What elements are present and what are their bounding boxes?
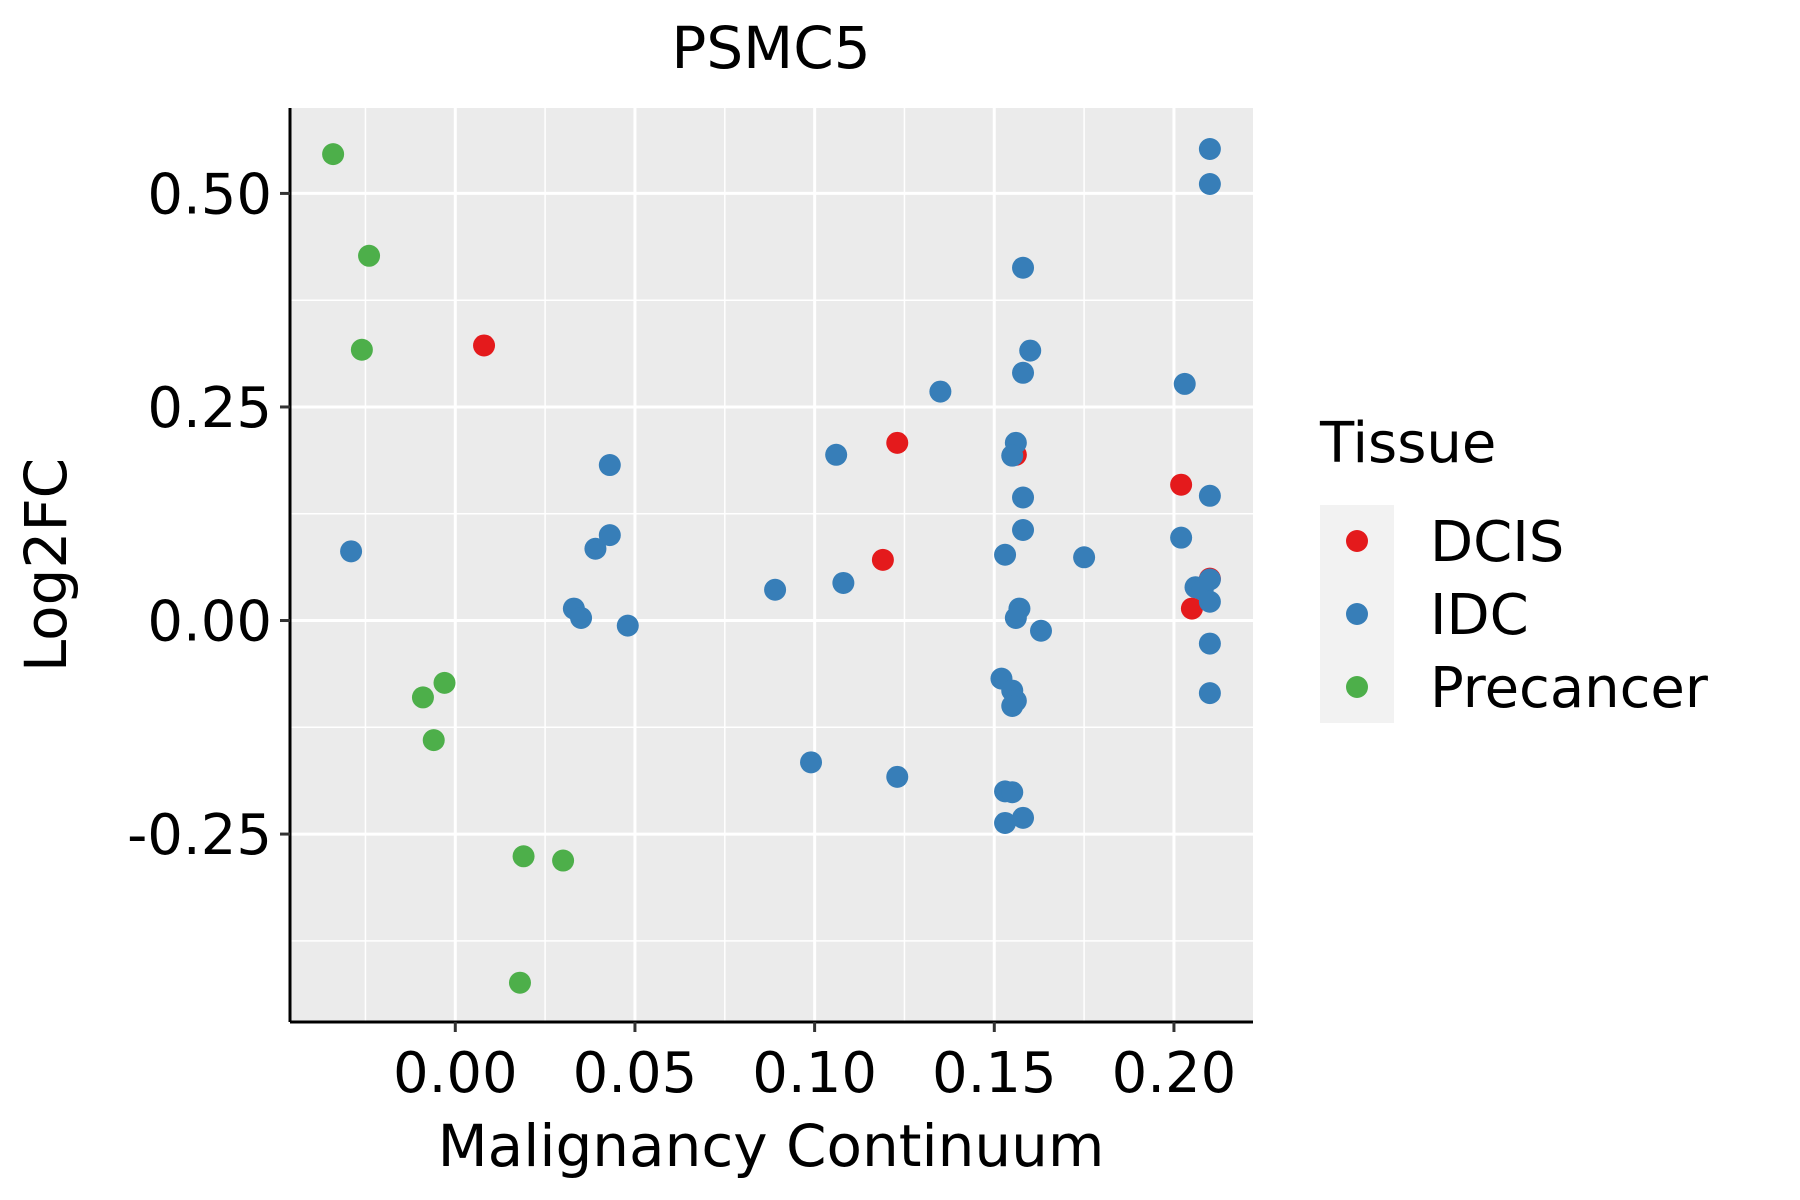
legend-label-dcis: DCIS bbox=[1430, 510, 1564, 575]
data-point-idc bbox=[764, 578, 787, 601]
legend-entries: DCIS IDC Precancer bbox=[1346, 510, 1709, 721]
x-axis-label: Malignancy Continuum bbox=[438, 1112, 1105, 1180]
data-point-dcis bbox=[1180, 597, 1203, 620]
data-point-idc bbox=[1012, 256, 1035, 279]
legend: Tissue DCIS IDC Precancer bbox=[1319, 411, 1709, 723]
x-tick-label: 0.10 bbox=[752, 1041, 877, 1106]
data-point-precancer bbox=[512, 845, 535, 868]
data-point-idc bbox=[1001, 694, 1024, 717]
legend-title: Tissue bbox=[1319, 411, 1496, 476]
data-point-idc bbox=[994, 543, 1017, 566]
data-point-idc bbox=[800, 751, 823, 774]
data-point-precancer bbox=[322, 143, 345, 166]
panel-background bbox=[290, 108, 1253, 1022]
data-point-idc bbox=[1001, 781, 1024, 804]
data-point-dcis bbox=[1170, 473, 1193, 496]
data-point-idc bbox=[1019, 339, 1042, 362]
data-point-idc bbox=[1198, 682, 1221, 705]
legend-key-idc bbox=[1346, 603, 1368, 625]
x-tick-label: 0.20 bbox=[1112, 1041, 1237, 1106]
data-point-idc bbox=[1198, 484, 1221, 507]
data-point-idc bbox=[1198, 590, 1221, 613]
data-point-precancer bbox=[350, 338, 373, 361]
data-point-idc bbox=[570, 606, 593, 629]
data-point-idc bbox=[825, 443, 848, 466]
data-point-precancer bbox=[358, 244, 381, 267]
data-point-idc bbox=[1170, 526, 1193, 549]
data-point-idc bbox=[1012, 486, 1035, 509]
x-tick-label: 0.15 bbox=[932, 1041, 1057, 1106]
legend-label-idc: IDC bbox=[1430, 583, 1529, 648]
data-point-idc bbox=[994, 811, 1017, 834]
data-point-precancer bbox=[508, 971, 531, 994]
data-point-idc bbox=[886, 765, 909, 788]
data-point-idc bbox=[340, 540, 363, 563]
data-points bbox=[322, 138, 1221, 994]
y-axis-label: Log2FC bbox=[12, 458, 80, 672]
data-point-precancer bbox=[433, 671, 456, 694]
y-axis-ticks: -0.25 0.00 0.25 0.50 bbox=[127, 162, 290, 868]
data-point-idc bbox=[1173, 372, 1196, 395]
data-point-idc bbox=[1001, 444, 1024, 467]
data-point-dcis bbox=[871, 548, 894, 571]
data-point-idc bbox=[1012, 361, 1035, 384]
y-tick-label: 0.50 bbox=[147, 162, 272, 227]
data-point-idc bbox=[584, 537, 607, 560]
data-point-idc bbox=[598, 524, 621, 547]
data-point-idc bbox=[1198, 138, 1221, 161]
data-point-dcis bbox=[886, 431, 909, 454]
data-point-idc bbox=[616, 614, 639, 637]
legend-label-precancer: Precancer bbox=[1430, 656, 1709, 721]
data-point-idc bbox=[1073, 546, 1096, 569]
data-point-idc bbox=[929, 380, 952, 403]
x-axis-ticks: 0.00 0.05 0.10 0.15 0.20 bbox=[393, 1022, 1236, 1106]
data-point-dcis bbox=[473, 334, 496, 357]
major-gridlines bbox=[290, 108, 1253, 1022]
data-point-idc bbox=[1198, 632, 1221, 655]
data-point-precancer bbox=[552, 849, 575, 872]
y-tick-label: 0.25 bbox=[147, 376, 272, 441]
data-point-precancer bbox=[411, 686, 434, 709]
data-point-idc bbox=[1198, 173, 1221, 196]
data-point-idc bbox=[1012, 518, 1035, 541]
chart-title: PSMC5 bbox=[671, 14, 870, 82]
data-point-idc bbox=[1012, 806, 1035, 829]
data-point-idc bbox=[598, 454, 621, 477]
data-point-idc bbox=[1004, 606, 1027, 629]
y-tick-label: 0.00 bbox=[147, 590, 272, 655]
x-tick-label: 0.00 bbox=[393, 1041, 518, 1106]
data-point-idc bbox=[1198, 568, 1221, 591]
data-point-precancer bbox=[422, 729, 445, 752]
data-point-idc bbox=[832, 571, 855, 594]
x-tick-label: 0.05 bbox=[573, 1041, 698, 1106]
legend-key-precancer bbox=[1346, 676, 1368, 698]
data-point-idc bbox=[1029, 619, 1052, 642]
y-tick-label: -0.25 bbox=[127, 803, 272, 868]
legend-key-dcis bbox=[1346, 530, 1368, 552]
